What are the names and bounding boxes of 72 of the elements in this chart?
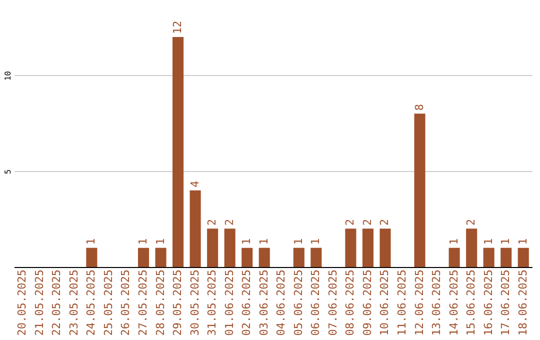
data-label: 2: [206, 219, 219, 226]
data-label: 1: [309, 238, 322, 245]
x-tick-label: 04.06.2025: [274, 270, 288, 336]
x-tick-label: 14.06.2025: [447, 270, 460, 336]
x-tick-label: 13.06.2025: [430, 270, 444, 336]
x-tick-label: 31.05.2025: [206, 270, 219, 336]
x-tick-label: 11.06.2025: [396, 270, 408, 336]
data-label: 2: [464, 219, 478, 226]
x-tick-label: 23.05.2025: [67, 270, 80, 336]
bar: [207, 228, 218, 267]
x-tick-label: 29.05.2025: [171, 270, 184, 336]
bar: [500, 248, 512, 267]
data-label: 1: [482, 238, 495, 245]
data-label: 1: [447, 238, 460, 245]
x-tick-label: 30.05.2025: [188, 270, 202, 336]
data-label: 12: [171, 20, 184, 34]
data-label: 1: [84, 238, 98, 245]
bar: [224, 228, 236, 267]
bar: [155, 248, 166, 267]
x-tick-label: 21.05.2025: [32, 270, 46, 336]
x-tick-label: 28.05.2025: [154, 270, 167, 336]
x-tick-label: 17.06.2025: [499, 270, 512, 336]
x-tick-label: 20.05.2025: [16, 270, 29, 336]
bar: [293, 248, 304, 267]
data-label: 2: [378, 219, 392, 226]
data-label: 2: [344, 219, 357, 226]
data-label: 4: [188, 180, 202, 188]
x-tick-label: 01.06.2025: [222, 270, 236, 336]
x-tick-label: 22.05.2025: [50, 270, 64, 336]
x-tick-label: 26.05.2025: [119, 270, 132, 336]
x-tick-label: 07.06.2025: [326, 270, 340, 336]
x-tick-label: 15.06.2025: [464, 270, 478, 336]
x-tick-label: 03.06.2025: [257, 270, 270, 336]
data-label: 1: [499, 238, 512, 245]
data-label: 2: [360, 219, 374, 226]
bar: [172, 37, 184, 267]
bar: [310, 248, 322, 267]
x-tick-label: 24.05.2025: [84, 270, 98, 336]
data-label: 2: [222, 219, 236, 226]
bar: [518, 248, 529, 267]
data-label: 1: [292, 238, 305, 245]
bar: [448, 248, 460, 267]
bar: [190, 190, 201, 267]
x-tick-label: 10.06.2025: [378, 270, 392, 336]
data-label: 1: [516, 238, 530, 245]
bar: [380, 228, 391, 267]
bar: [466, 228, 478, 267]
x-tick-label: 18.06.2025: [516, 270, 530, 336]
x-tick-label: 05.06.2025: [292, 270, 305, 336]
x-tick-label: 27.05.2025: [136, 270, 150, 336]
bar: [362, 228, 374, 267]
data-label: 1: [136, 238, 150, 245]
bar: [242, 248, 253, 267]
data-label: 8: [412, 104, 426, 111]
bar: [86, 248, 98, 267]
data-label: 1: [154, 238, 167, 245]
y-tick-label: 10: [4, 70, 12, 81]
x-tick-label: 02.06.2025: [240, 270, 254, 336]
y-tick-label: 5: [4, 169, 12, 174]
data-label: 1: [240, 238, 254, 245]
data-label: 1: [257, 238, 270, 245]
x-tick-label: 09.06.2025: [360, 270, 374, 336]
bar: [258, 248, 270, 267]
bar: [345, 228, 356, 267]
x-tick-label: 06.06.2025: [309, 270, 322, 336]
bar: [483, 248, 494, 267]
x-tick-label: 12.06.2025: [412, 270, 426, 336]
x-tick-label: 08.06.2025: [344, 270, 357, 336]
bar: [414, 114, 426, 267]
bar: [138, 248, 150, 267]
x-tick-label: 25.05.2025: [102, 270, 115, 336]
x-tick-label: 16.06.2025: [482, 270, 495, 336]
